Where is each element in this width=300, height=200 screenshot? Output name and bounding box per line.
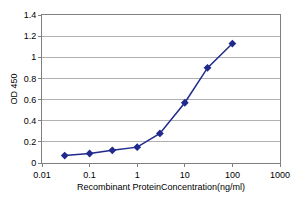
- svg-text:100: 100: [225, 170, 240, 180]
- svg-text:0.2: 0.2: [24, 137, 37, 147]
- svg-text:0.4: 0.4: [24, 116, 37, 126]
- svg-text:0.8: 0.8: [24, 74, 37, 84]
- svg-text:1.2: 1.2: [24, 31, 37, 41]
- svg-text:1: 1: [135, 170, 140, 180]
- svg-text:0.01: 0.01: [33, 170, 51, 180]
- svg-text:1: 1: [31, 52, 36, 62]
- svg-text:1.4: 1.4: [24, 10, 37, 20]
- svg-text:0.6: 0.6: [24, 95, 37, 105]
- svg-text:Recombinant ProteinConcentrati: Recombinant ProteinConcentration(ng/ml): [77, 182, 245, 192]
- svg-text:OD 450: OD 450: [9, 73, 19, 104]
- svg-text:1000: 1000: [270, 170, 290, 180]
- svg-text:0.1: 0.1: [83, 170, 96, 180]
- svg-text:0: 0: [31, 158, 36, 168]
- svg-text:10: 10: [180, 170, 190, 180]
